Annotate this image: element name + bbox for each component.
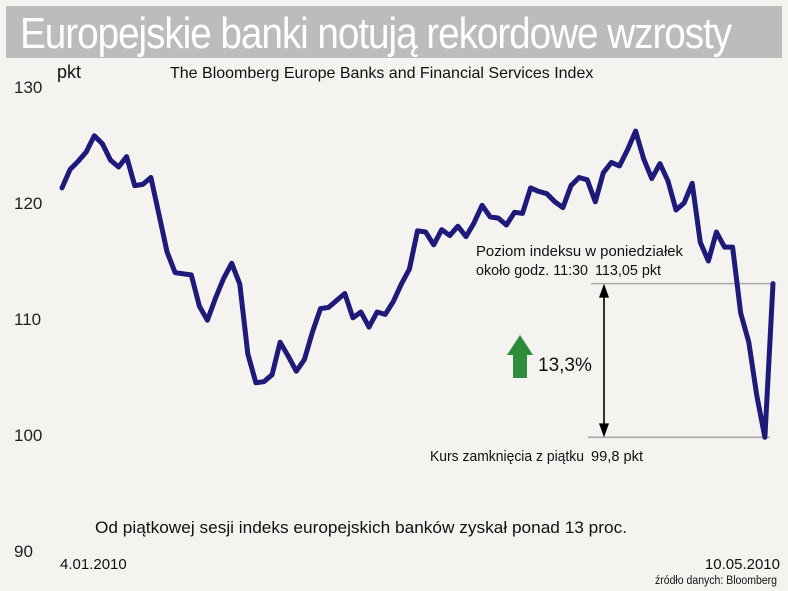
level-label-line2: około godz. 11:30 bbox=[476, 263, 588, 279]
y-tick-label: 120 bbox=[14, 194, 42, 213]
y-axis-unit: pkt bbox=[57, 62, 81, 82]
title-banner: Europejskie banki notują rekordowe wzros… bbox=[6, 6, 782, 58]
green-up-arrow-icon bbox=[507, 335, 533, 378]
y-tick-label: 100 bbox=[14, 426, 42, 445]
y-tick-label: 110 bbox=[14, 310, 41, 329]
chart-note: Od piątkowej sesji indeks europejskich b… bbox=[95, 518, 627, 537]
y-tick-label: 90 bbox=[14, 542, 33, 561]
source-label: źródło danych: Bloomberg bbox=[655, 575, 777, 587]
chart-title: Europejskie banki notują rekordowe wzros… bbox=[20, 9, 732, 58]
change-arrow-head-down bbox=[599, 423, 609, 438]
chart-subtitle: The Bloomberg Europe Banks and Financial… bbox=[170, 65, 593, 82]
change-percent-label: 13,3% bbox=[538, 355, 592, 376]
change-arrow-head-up bbox=[599, 283, 609, 298]
y-tick-label: 130 bbox=[14, 78, 42, 97]
level-label-line1: Poziom indeksu w poniedziałek bbox=[476, 244, 684, 260]
x-end-label: 10.05.2010 bbox=[705, 556, 780, 573]
index-series-line bbox=[59, 128, 776, 440]
x-start-label: 4.01.2010 bbox=[60, 556, 127, 573]
level-value-label: 113,05 pkt bbox=[595, 263, 661, 279]
close-label: Kurs zamknięcia z piątku bbox=[430, 449, 584, 465]
close-value-label: 99,8 pkt bbox=[591, 449, 643, 465]
